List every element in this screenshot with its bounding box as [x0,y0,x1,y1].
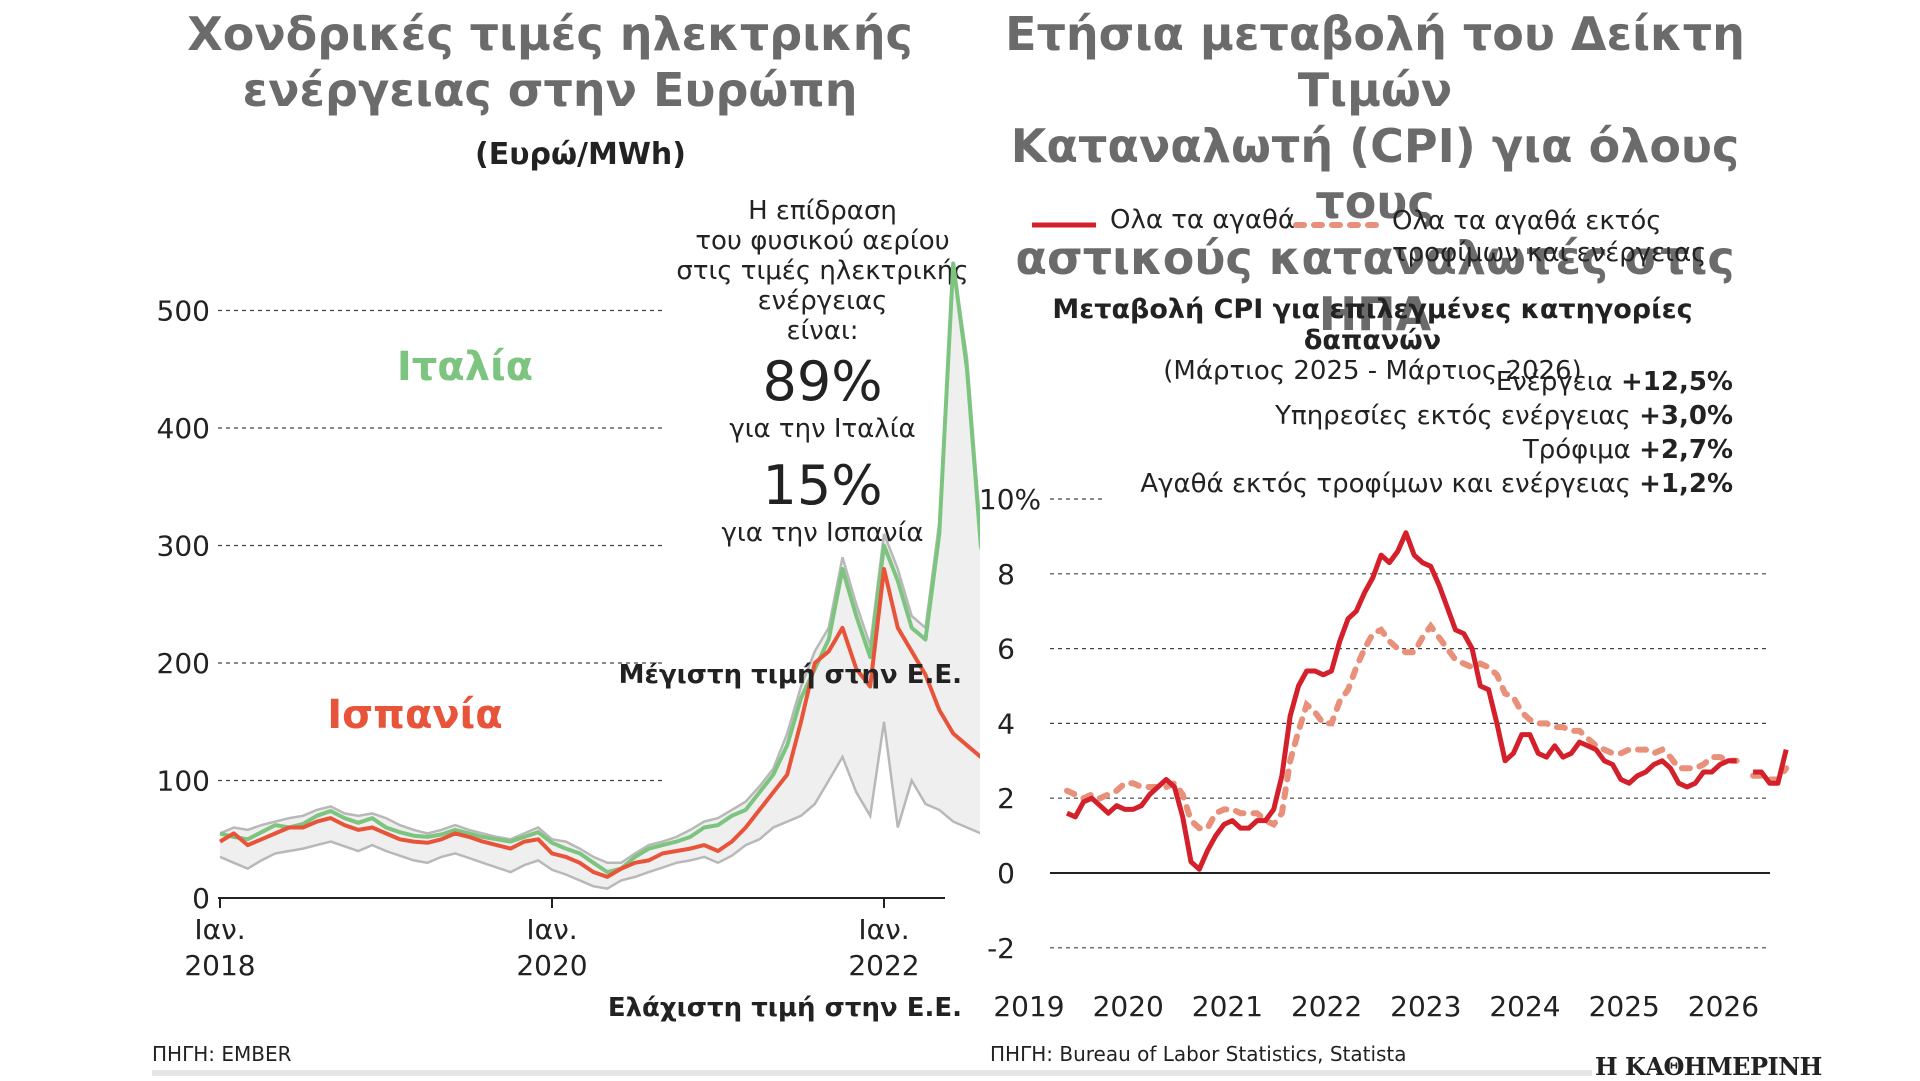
cpi-categories-block: Μεταβολή CPI για επιλεγμένες κατηγορίες … [1000,294,1745,386]
right-x-tick-labels: 2019 2020 2021 2022 2023 2024 2025 2026 [993,990,1759,1023]
left-gridlines [218,309,665,782]
right-gridlines [1050,498,1770,949]
right-title-line3: αστικούς καταναλωτές στις ΗΠΑ [1015,231,1735,341]
cpi-all-items-line [1065,530,1789,872]
right-y-tick: 6 [997,633,1015,666]
left-x-tick-month: Ιαν. [526,913,577,946]
right-x-tick: 2021 [1192,990,1263,1023]
category-label: Υπηρεσίες εκτός ενέργειας [1275,401,1631,431]
right-y-tick: 8 [997,558,1015,591]
category-row: Τρόφιμα +2,7% [1050,435,1733,469]
categories-period: (Μάρτιος 2025 - Μάρτιος 2026) [1163,356,1582,386]
right-x-tick: 2019 [993,990,1064,1023]
italy-price-line [219,261,980,875]
right-source: ΠΗΓΗ: Bureau of Labor Statistics, Statis… [990,1042,1407,1066]
gas-impact-annotation: Η επίδραση του φυσικού αερίου στις τιμές… [670,196,975,548]
right-x-tick: 2026 [1688,990,1759,1023]
italy-percentage: 89% [762,350,883,413]
eu-max-price-line [219,263,980,865]
left-y-tick: 100 [157,765,210,798]
spain-price-line [218,567,980,879]
annotation-line3: στις τιμές ηλεκτρικής [676,256,969,286]
left-y-tick: 300 [157,530,210,563]
eu-max-label: Μέγιστη τιμή στην Ε.Ε. [619,660,962,690]
category-label: Αγαθά εκτός τροφίμων και ενέργειας [1140,469,1631,499]
brand-logo: Η ΚΑΘΗΜΕΡΙΝΗ [1595,1052,1822,1081]
right-y-tick: 4 [997,707,1015,740]
category-value: +12,5% [1621,367,1733,397]
left-x-tick-month: Ιαν. [194,913,245,946]
right-x-tick: 2020 [1093,990,1164,1023]
right-y-tick: 0 [997,857,1015,890]
category-label: Ενέργεια [1495,367,1613,397]
right-chart-title: Ετήσια μεταβολή του Δείκτη Τιμών Καταναλ… [960,6,1790,342]
right-x-tick: 2024 [1489,990,1560,1023]
right-y-tick: 2 [997,782,1015,815]
left-unit-label: (Ευρώ/MWh) [475,137,686,172]
footer-rule [152,1070,1592,1076]
annotation-line5: είναι: [786,316,859,346]
legend-label-all-items: Ολα τα αγαθά [1110,205,1296,235]
italy-percentage-label: για την Ιταλία [729,414,916,444]
eu-min-price-line [219,721,980,890]
right-y-tick: 10% [979,483,1041,516]
left-y-tick: 500 [157,295,210,328]
left-chart-title: Χονδρικές τιμές ηλεκτρικής ενέργειας στη… [185,6,915,118]
left-source: ΠΗΓΗ: EMBER [152,1042,292,1066]
category-value: +3,0% [1639,401,1733,431]
right-y-tick-labels: -2 0 2 4 6 8 10% [979,483,1041,965]
left-title-line2: ενέργειας στην Ευρώπη [242,63,858,117]
category-row: Ενέργεια +12,5% [1050,367,1733,401]
left-x-tick-year: 2018 [184,949,255,982]
left-x-tick-month: Ιαν. [858,913,909,946]
category-row: Αγαθά εκτός τροφίμων και ενέργειας +1,2% [1050,469,1733,503]
legend-swatch-core [1293,222,1381,228]
right-title-line2: Καταναλωτή (CPI) για όλους τους [1010,119,1740,229]
right-x-tick: 2023 [1390,990,1461,1023]
spain-percentage: 15% [762,454,883,517]
eu-min-max-range-area [220,263,980,889]
category-label: Τρόφιμα [1522,435,1631,465]
annotation-line1: Η επίδραση [748,196,897,226]
legend-label-core: Ολα τα αγαθά εκτός τροφίμων και ενέργεια… [1392,206,1707,268]
category-value: +1,2% [1639,469,1733,499]
right-y-tick: -2 [987,932,1015,965]
left-x-tick-year: 2020 [516,949,587,982]
right-title-line1: Ετήσια μεταβολή του Δείκτη Τιμών [1005,7,1745,117]
annotation-line2: του φυσικού αερίου [695,226,950,256]
left-x-tick-year: 2022 [848,949,919,982]
right-x-tick: 2025 [1589,990,1660,1023]
italy-series-label: Ιταλία [397,344,533,390]
cpi-categories-list: Ενέργεια +12,5% Υπηρεσίες εκτός ενέργεια… [1050,367,1733,503]
categories-title: Μεταβολή CPI για επιλεγμένες κατηγορίες … [1052,294,1693,356]
left-y-tick: 0 [192,882,210,915]
left-y-tick-labels: 0 100 200 300 400 500 [157,295,210,916]
category-row: Υπηρεσίες εκτός ενέργειας +3,0% [1050,401,1733,435]
legend-swatch-all-items [1032,222,1096,228]
left-y-tick: 400 [157,412,210,445]
eu-min-label: Ελάχιστη τιμή στην Ε.Ε. [608,993,962,1023]
left-y-tick: 200 [157,647,210,680]
annotation-line4: ενέργειας [757,286,888,316]
left-title-line1: Χονδρικές τιμές ηλεκτρικής [187,7,913,61]
right-x-tick: 2022 [1291,990,1362,1023]
category-value: +2,7% [1639,435,1733,465]
spain-percentage-label: για την Ισπανία [721,518,924,548]
spain-series-label: Ισπανία [327,692,502,738]
